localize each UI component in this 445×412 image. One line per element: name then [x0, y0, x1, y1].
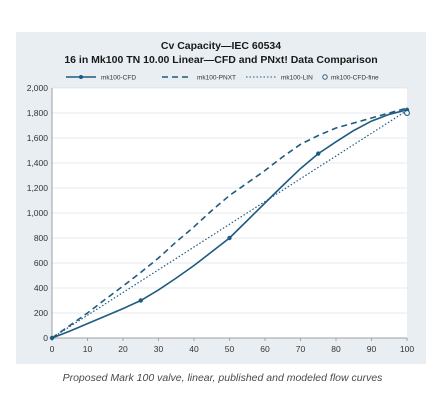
legend-label-mk100-cfd: mk100-CFD — [101, 74, 136, 81]
x-tick-label: 30 — [154, 344, 164, 354]
y-tick-label: 0 — [43, 333, 48, 343]
y-tick-label: 1,800 — [27, 108, 49, 118]
data-point-mk100-cfd-fine — [404, 110, 410, 116]
y-tick-label: 1,000 — [27, 208, 49, 218]
series-line-mk100-pnxt — [51, 107, 408, 339]
chart-subtitle: 16 in Mk100 TN 10.00 Linear—CFD and PNxt… — [64, 54, 377, 66]
x-tick-label: 20 — [118, 344, 128, 354]
y-tick-label: 2,000 — [27, 83, 49, 93]
series-line-mk100-lin — [51, 109, 408, 339]
x-tick-label: 10 — [83, 344, 93, 354]
legend-marker-mk100-cfd — [79, 75, 83, 79]
y-tick-label: 1,200 — [27, 183, 49, 193]
x-tick-label: 50 — [225, 344, 235, 354]
chart-title: Cv Capacity—IEC 60534 — [161, 40, 281, 52]
legend-label-mk100-lin: mk100-LIN — [281, 74, 313, 81]
x-tick-label: 80 — [331, 344, 341, 354]
data-point-mk100-cfd — [227, 235, 232, 241]
chart-panel: Cv Capacity—IEC 60534 16 in Mk100 TN 10.0… — [16, 32, 426, 364]
y-tick-label: 200 — [34, 308, 48, 318]
x-tick-label: 70 — [296, 344, 306, 354]
legend-label-mk100-cfd-fine: mk100-CFD-fine — [331, 74, 379, 81]
legend-label-mk100-pnxt: mk100-PNXT — [197, 74, 236, 81]
y-tick-label: 400 — [34, 283, 48, 293]
data-point-mk100-cfd — [138, 298, 143, 303]
data-point-mk100-cfd — [316, 151, 321, 156]
x-tick-label: 90 — [367, 344, 377, 354]
y-tick-label: 600 — [34, 258, 48, 268]
x-tick-label: 60 — [260, 344, 270, 354]
figure-caption: Proposed Mark 100 valve, linear, publish… — [62, 372, 383, 384]
x-tick-label: 0 — [50, 344, 55, 354]
y-tick-label: 800 — [34, 233, 48, 243]
y-tick-label: 1,600 — [27, 133, 49, 143]
chart-svg: Cv Capacity—IEC 60534 16 in Mk100 TN 10.0… — [27, 40, 415, 354]
x-tick-label: 40 — [189, 344, 199, 354]
legend-marker-mk100-cfd-fine — [322, 74, 328, 80]
y-tick-label: 1,400 — [27, 158, 49, 168]
x-tick-label: 100 — [400, 344, 414, 354]
